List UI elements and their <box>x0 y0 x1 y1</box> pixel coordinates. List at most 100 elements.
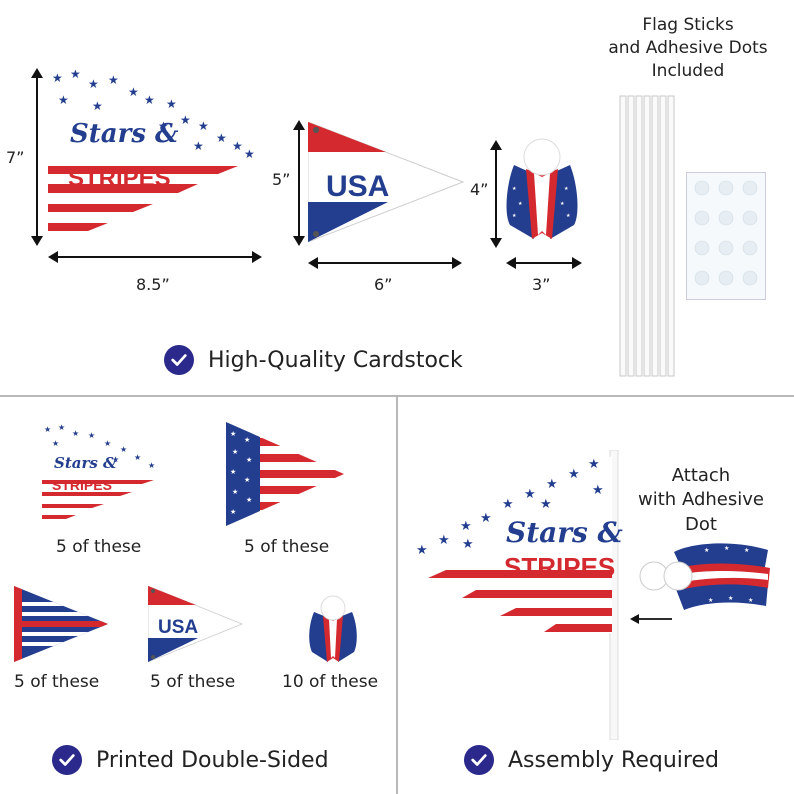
svg-text:★: ★ <box>560 201 565 207</box>
svg-text:★: ★ <box>230 430 236 438</box>
count-usa: 5 of these <box>150 672 236 692</box>
small-pennant-script-text: Stars & <box>54 454 117 472</box>
svg-text:★: ★ <box>193 139 204 153</box>
svg-text:★: ★ <box>232 488 238 496</box>
svg-text:★: ★ <box>592 483 604 498</box>
height-label-ribbon: 4” <box>470 180 489 199</box>
usa-pennant-small-text: USA <box>158 617 198 638</box>
svg-text:★: ★ <box>134 453 141 462</box>
svg-text:★: ★ <box>566 213 571 219</box>
svg-text:★: ★ <box>44 425 51 434</box>
count-flag: 5 of these <box>244 537 330 557</box>
feature-double-sided: Printed Double-Sided <box>52 745 329 775</box>
svg-text:★: ★ <box>198 119 209 133</box>
small-pennant-stripes-text: STRIPES <box>52 477 112 493</box>
svg-text:★: ★ <box>92 99 103 113</box>
striped-pennant <box>14 586 108 662</box>
pennant-script-text: Stars & <box>70 119 179 149</box>
stars-stripes-pennant-small: ★ ★★ ★★★★★★★ Stars & STRIPES <box>42 424 168 524</box>
stars-stripes-pennant-large: ★ ★★ ★ ★★ ★★ ★★★★ ★★★★ Stars & STRIPES <box>48 70 260 242</box>
svg-text:★: ★ <box>128 85 139 99</box>
svg-text:★: ★ <box>58 93 69 107</box>
width-arrow-ribbon <box>506 257 582 269</box>
count-ribbon: 10 of these <box>282 672 379 692</box>
height-arrow-large <box>31 68 43 246</box>
svg-text:★: ★ <box>708 597 713 604</box>
svg-text:★: ★ <box>524 487 536 502</box>
section-divider-vertical <box>396 396 398 794</box>
attach-note: Attach with Adhesive Dot <box>638 465 764 535</box>
svg-text:★: ★ <box>246 496 252 504</box>
ribbon-piece: ★★★★★★ <box>506 138 578 239</box>
svg-text:★: ★ <box>246 456 252 464</box>
svg-text:★: ★ <box>148 461 155 470</box>
svg-text:★: ★ <box>588 457 600 472</box>
svg-text:★: ★ <box>232 139 243 153</box>
count-striped: 5 of these <box>14 672 100 692</box>
svg-text:★: ★ <box>480 511 492 526</box>
svg-text:★: ★ <box>166 97 177 111</box>
svg-text:★: ★ <box>88 431 95 440</box>
width-label-usa: 6” <box>374 275 393 294</box>
height-label-large: 7” <box>6 148 25 167</box>
svg-text:★: ★ <box>704 547 709 554</box>
ribbon-attach: ★ ★ ★ ★ ★ ★ <box>639 543 770 610</box>
feature-cardstock: High-Quality Cardstock <box>164 345 463 375</box>
width-label-ribbon: 3” <box>532 275 551 294</box>
svg-text:★: ★ <box>244 436 250 444</box>
assembled-stripes-text: STRIPES <box>504 552 615 582</box>
width-label-large: 8.5” <box>136 275 170 294</box>
width-arrow-usa <box>308 257 462 269</box>
svg-text:★: ★ <box>540 497 552 512</box>
svg-text:★: ★ <box>52 71 63 85</box>
american-flag-pennant: ★ ★ ★ ★ ★ ★ ★ ★ ★ <box>226 422 344 526</box>
svg-text:★: ★ <box>58 424 65 432</box>
svg-text:★: ★ <box>416 543 428 558</box>
svg-text:★: ★ <box>216 131 227 145</box>
check-circle-icon <box>52 745 82 775</box>
svg-text:★: ★ <box>460 519 472 534</box>
height-arrow-ribbon <box>490 140 502 248</box>
svg-text:★: ★ <box>502 497 514 512</box>
svg-text:★: ★ <box>244 476 250 484</box>
check-circle-icon <box>164 345 194 375</box>
svg-text:★: ★ <box>462 537 474 552</box>
pennant-stripes-text: STRIPES <box>68 165 171 192</box>
adhesive-dots-sheet <box>686 172 766 300</box>
svg-text:★: ★ <box>158 119 169 133</box>
check-circle-icon <box>464 745 494 775</box>
svg-text:★: ★ <box>108 73 119 87</box>
svg-text:★: ★ <box>180 113 191 127</box>
assembled-script-text: Stars & <box>506 516 623 549</box>
usa-pennant-small: USA <box>148 586 244 663</box>
svg-text:★: ★ <box>120 445 127 454</box>
svg-text:★: ★ <box>230 468 236 476</box>
svg-text:★: ★ <box>512 186 517 192</box>
usa-pennant-text: USA <box>326 170 389 203</box>
flag-sticks <box>619 95 675 377</box>
arrow-left-icon <box>630 614 672 624</box>
svg-text:★: ★ <box>52 439 59 448</box>
svg-text:★: ★ <box>438 533 450 548</box>
count-stars-stripes: 5 of these <box>56 537 142 557</box>
svg-text:★: ★ <box>230 508 236 516</box>
svg-text:★: ★ <box>564 186 569 192</box>
svg-text:★: ★ <box>144 93 155 107</box>
svg-text:★: ★ <box>748 597 753 604</box>
svg-text:★: ★ <box>70 70 81 81</box>
included-note: Flag Sticks and Adhesive Dots Included <box>608 15 768 81</box>
svg-text:★: ★ <box>518 201 523 207</box>
svg-text:★: ★ <box>546 477 558 492</box>
svg-text:★: ★ <box>72 429 79 438</box>
svg-text:★: ★ <box>512 213 517 219</box>
height-label-usa: 5” <box>272 170 291 189</box>
assembled-pennant: ★ ★ ★ ★ ★ ★ ★ ★ ★ ★ ★ ★ Stars & STRIPES <box>408 450 623 740</box>
svg-text:★: ★ <box>724 545 729 552</box>
height-arrow-usa <box>293 120 305 246</box>
feature-assembly: Assembly Required <box>464 745 719 775</box>
svg-text:★: ★ <box>104 439 111 448</box>
svg-text:★: ★ <box>728 595 733 602</box>
svg-text:★: ★ <box>88 77 99 91</box>
svg-text:★: ★ <box>232 448 238 456</box>
svg-text:★: ★ <box>568 467 580 482</box>
